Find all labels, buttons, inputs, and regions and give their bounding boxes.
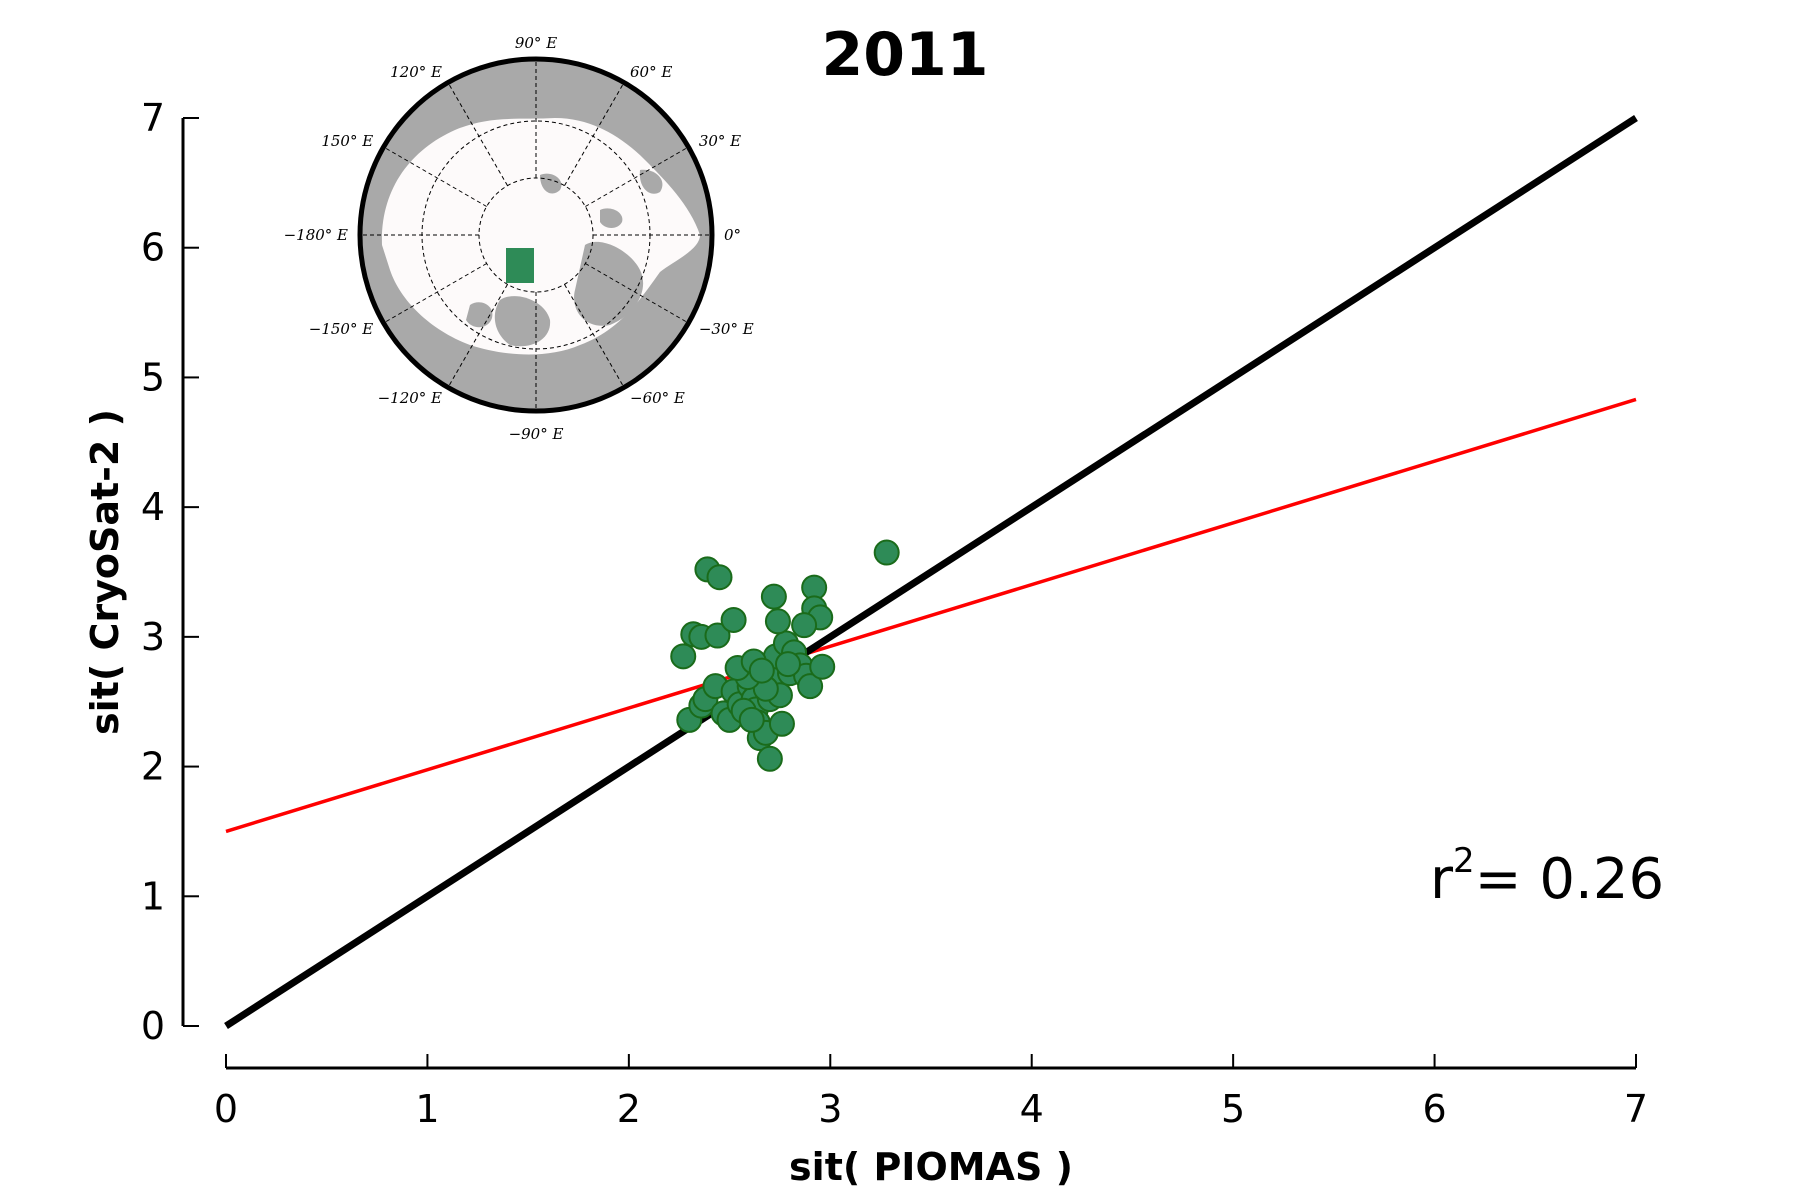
- longitude-label: −120° E: [378, 389, 442, 407]
- meridian-line: [383, 146, 487, 207]
- x-tick-label: 0: [214, 1087, 238, 1131]
- axes: 0 1 2 3 4 5 6 7 0 1 2 3 4 5 6 7: [141, 96, 1648, 1131]
- longitude-label: −30° E: [699, 320, 754, 338]
- x-tick-label: 2: [617, 1087, 641, 1131]
- y-tick-label: 4: [141, 485, 165, 529]
- y-tick-label: 0: [141, 1004, 165, 1048]
- x-ticks: 0 1 2 3 4 5 6 7: [214, 1054, 1648, 1131]
- meridian-line: [447, 284, 508, 388]
- r-squared-superscript: 2: [1453, 841, 1475, 881]
- x-tick-label: 6: [1422, 1087, 1446, 1131]
- map-graticule: [360, 59, 712, 411]
- data-point: [748, 657, 775, 684]
- novaya: [639, 169, 663, 194]
- longitude-label: 60° E: [630, 63, 672, 81]
- data-point: [704, 622, 731, 649]
- map-land: [360, 59, 712, 411]
- y-tick-label: 5: [141, 355, 165, 399]
- regression-line: [225, 397, 1637, 834]
- longitude-label: −90° E: [509, 425, 564, 443]
- x-tick-label: 3: [818, 1087, 842, 1131]
- y-tick-label: 6: [141, 226, 165, 270]
- x-axis-label: sit( PIOMAS ): [789, 1145, 1073, 1189]
- study-region-marker: [506, 248, 534, 283]
- svalbard: [600, 208, 623, 228]
- data-point: [720, 606, 747, 633]
- data-point: [768, 710, 795, 737]
- y-ticks: 0 1 2 3 4 5 6 7: [141, 96, 199, 1048]
- data-point: [873, 539, 900, 566]
- longitude-label: −60° E: [630, 389, 685, 407]
- r-squared-value: = 0.26: [1475, 847, 1664, 912]
- y-axis-label: sit( CryoSat-2 ): [83, 409, 127, 735]
- map-boundary: [357, 56, 715, 414]
- longitude-label: 120° E: [390, 63, 442, 81]
- data-point: [774, 651, 801, 678]
- data-point: [764, 608, 791, 635]
- r-squared-prefix: r: [1430, 847, 1454, 912]
- meridian-line: [585, 146, 689, 207]
- data-point: [797, 673, 824, 700]
- longitude-label: −150° E: [309, 320, 373, 338]
- inset-polar-map: 90° E 60° E 30° E 0° −30° E −60° E −90° E −120°…: [284, 34, 754, 443]
- data-point: [706, 564, 733, 591]
- meridian-line: [585, 263, 689, 324]
- data-point: [809, 653, 836, 680]
- points-layer: [670, 539, 900, 772]
- longitude-label: −180° E: [284, 226, 348, 244]
- map-longitude-labels: 90° E 60° E 30° E 0° −30° E −60° E −90° E −120°…: [284, 34, 754, 443]
- outer-land-ring: [360, 59, 712, 411]
- one-to-one-line: [224, 115, 1638, 1029]
- longitude-label: 90° E: [515, 34, 557, 52]
- meridian-line: [564, 82, 625, 186]
- greenland: [574, 241, 644, 326]
- meridian-line: [383, 263, 487, 324]
- meridian-line: [564, 284, 625, 388]
- meridian-line: [447, 82, 508, 186]
- y-tick-label: 2: [141, 745, 165, 789]
- x-tick-label: 1: [415, 1087, 439, 1131]
- data-point: [791, 612, 818, 639]
- y-tick-label: 7: [141, 96, 165, 140]
- x-tick-label: 5: [1221, 1087, 1245, 1131]
- longitude-label: 0°: [724, 226, 741, 244]
- data-point: [670, 643, 697, 670]
- severnaya: [540, 173, 562, 194]
- lines-layer: [224, 115, 1638, 1029]
- islands-2: [466, 302, 493, 328]
- data-point: [756, 745, 783, 772]
- data-point: [738, 706, 765, 733]
- longitude-label: 30° E: [699, 132, 741, 150]
- r-squared-annotation: r2= 0.26: [1430, 841, 1664, 912]
- y-tick-label: 3: [141, 615, 165, 659]
- x-tick-label: 7: [1624, 1087, 1648, 1131]
- chart-title: 2011: [822, 20, 989, 90]
- longitude-label: 150° E: [321, 132, 373, 150]
- data-point: [760, 583, 787, 610]
- x-tick-label: 4: [1020, 1087, 1044, 1131]
- y-tick-label: 1: [141, 874, 165, 918]
